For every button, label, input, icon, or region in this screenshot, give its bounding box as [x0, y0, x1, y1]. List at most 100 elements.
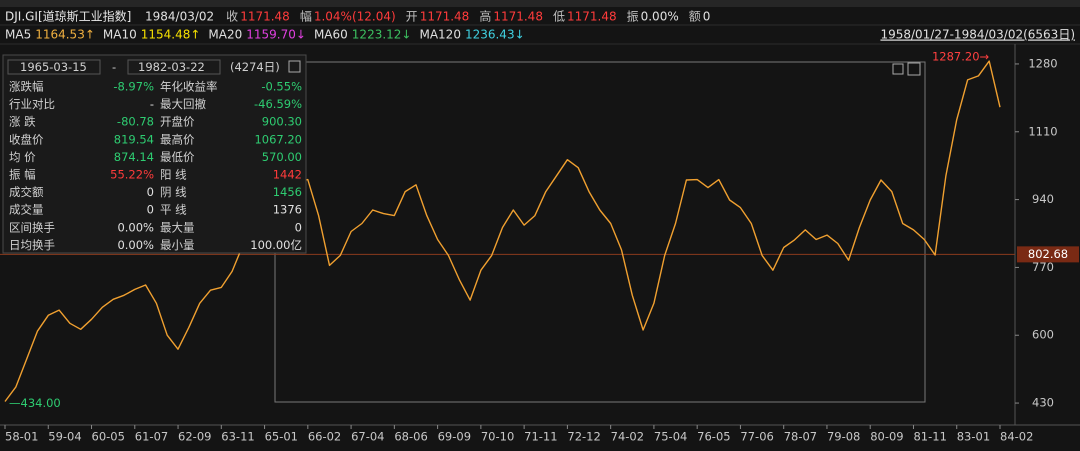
- stat-value: 570.00: [262, 150, 302, 164]
- stat-value: -46.59%: [254, 97, 302, 111]
- stat-value: 0: [147, 185, 154, 199]
- x-tick-label: 59-04: [48, 430, 81, 444]
- toolbar-strip: [0, 0, 1080, 7]
- restore-icon[interactable]: [892, 63, 904, 75]
- stat-label: 最大回撤: [160, 97, 206, 111]
- x-tick-label: 76-05: [697, 430, 730, 444]
- stat-value: 0.00%: [117, 220, 154, 234]
- x-tick-label: 77-06: [740, 430, 773, 444]
- ma-label: MA10: [103, 28, 137, 42]
- stat-label: 区间换手: [9, 220, 55, 234]
- stat-value: 1067.20: [254, 132, 302, 146]
- x-tick-label: 68-06: [394, 430, 427, 444]
- stat-value: 100.00亿: [250, 238, 302, 252]
- stat-label: 收盘价: [9, 132, 44, 146]
- date-input[interactable]: [7, 59, 101, 75]
- field-label: 幅: [300, 9, 312, 24]
- price-tag-label: 802.68: [1028, 247, 1068, 261]
- stat-value: -8.97%: [113, 80, 154, 94]
- price-line-series: [4, 60, 1001, 402]
- x-tick-label: 78-07: [784, 430, 817, 444]
- field-value: 1.04%(12.04): [314, 10, 396, 24]
- field-value: 1171.48: [240, 10, 290, 24]
- stat-value: -0.55%: [261, 80, 302, 94]
- stat-label: 涨 跌: [9, 115, 36, 129]
- stat-label: 振 幅: [9, 168, 36, 182]
- x-tick-label: 61-07: [135, 430, 168, 444]
- field-value: 0: [703, 10, 711, 24]
- field-label: 低: [553, 10, 565, 24]
- stat-label: 成交额: [9, 185, 44, 199]
- x-tick-label: 71-11: [524, 430, 557, 444]
- x-tick-label: 80-09: [870, 430, 903, 444]
- field-label: 收: [226, 10, 238, 24]
- y-tick-label: 770: [1032, 260, 1054, 274]
- stat-value: 819.54: [114, 132, 154, 146]
- end-date: 1982-03-22: [138, 60, 205, 74]
- x-tick-label: 75-04: [654, 430, 687, 444]
- symbol: DJI.GI[道琼斯工业指数]: [5, 9, 131, 24]
- stat-label: 平 线: [160, 203, 187, 217]
- stat-value: 1442: [273, 168, 302, 182]
- ma-value: 1154.48↑: [141, 28, 201, 42]
- plot-area: 430 600 770 940 1110 1280 58-01 59-04 60-05 61-07…: [0, 50, 1079, 444]
- date: 1984/03/02: [145, 10, 214, 24]
- stat-label: 最小量: [160, 238, 195, 252]
- stat-value: 0: [147, 203, 154, 217]
- stat-value: 0.00%: [117, 238, 154, 252]
- x-tick-label: 72-12: [567, 430, 600, 444]
- x-tick-label: 67-04: [351, 430, 384, 444]
- stat-label: 行业对比: [9, 97, 55, 111]
- start-date: 1965-03-15: [20, 60, 87, 74]
- field-value: 1171.48: [567, 10, 617, 24]
- field-label: 振: [627, 10, 639, 24]
- y-tick-label: 1280: [1028, 56, 1057, 70]
- day-count: (4274日): [230, 60, 280, 74]
- annotation: —434.00: [9, 396, 61, 410]
- close-selection-icon[interactable]: [907, 62, 921, 76]
- x-tick-label: 65-01: [265, 430, 298, 444]
- ma-value: 1159.70↓: [246, 28, 306, 42]
- ma-value: 1164.53↑: [35, 28, 95, 42]
- x-tick-label: 83-01: [957, 430, 990, 444]
- stat-label: 阴 线: [160, 185, 187, 199]
- x-tick-label: 58-01: [5, 430, 38, 444]
- ma-label: MA60: [314, 28, 348, 42]
- close-panel-icon[interactable]: [288, 60, 301, 73]
- stat-value: 1376: [273, 203, 302, 217]
- x-tick-label: 66-02: [308, 430, 341, 444]
- stat-label: 涨跌幅: [9, 80, 44, 94]
- stat-value: -: [150, 97, 154, 111]
- stat-value: 55.22%: [110, 168, 154, 182]
- ma-label: MA120: [419, 28, 460, 42]
- ma-value: 1236.43↓: [465, 28, 525, 42]
- field-value: 1171.48: [420, 10, 470, 24]
- x-tick-label: 63-11: [221, 430, 254, 444]
- stat-label: 年化收益率: [160, 80, 218, 94]
- stat-value: -80.78: [117, 115, 154, 129]
- field-label: 开: [406, 10, 418, 24]
- date-input[interactable]: [127, 59, 221, 75]
- field-label: 额: [689, 10, 701, 24]
- field-value: 1171.48: [493, 10, 543, 24]
- panel-background: [2, 54, 307, 254]
- x-tick-label: 79-08: [827, 430, 860, 444]
- stat-label: 成交量: [9, 203, 44, 217]
- y-tick-label: 940: [1032, 192, 1054, 206]
- stat-label: 最大量: [160, 220, 195, 234]
- stat-label: 最高价: [160, 132, 195, 146]
- stat-value: 1456: [273, 185, 302, 199]
- date-range[interactable]: 1958/01/27-1984/03/02(6563日): [880, 28, 1075, 42]
- field-value: 0.00%: [641, 10, 679, 24]
- field-label: 高: [479, 9, 491, 24]
- price-tag: [1017, 246, 1079, 263]
- stat-label: 开盘价: [160, 115, 195, 129]
- ma-value: 1223.12↓: [352, 28, 412, 42]
- stat-label: 最低价: [160, 150, 195, 164]
- x-tick-label: 84-02: [1000, 430, 1033, 444]
- x-tick-label: 74-02: [611, 430, 644, 444]
- annotation: 1287.20→: [932, 50, 990, 64]
- stat-value: 874.14: [114, 150, 154, 164]
- separator: -: [112, 60, 116, 74]
